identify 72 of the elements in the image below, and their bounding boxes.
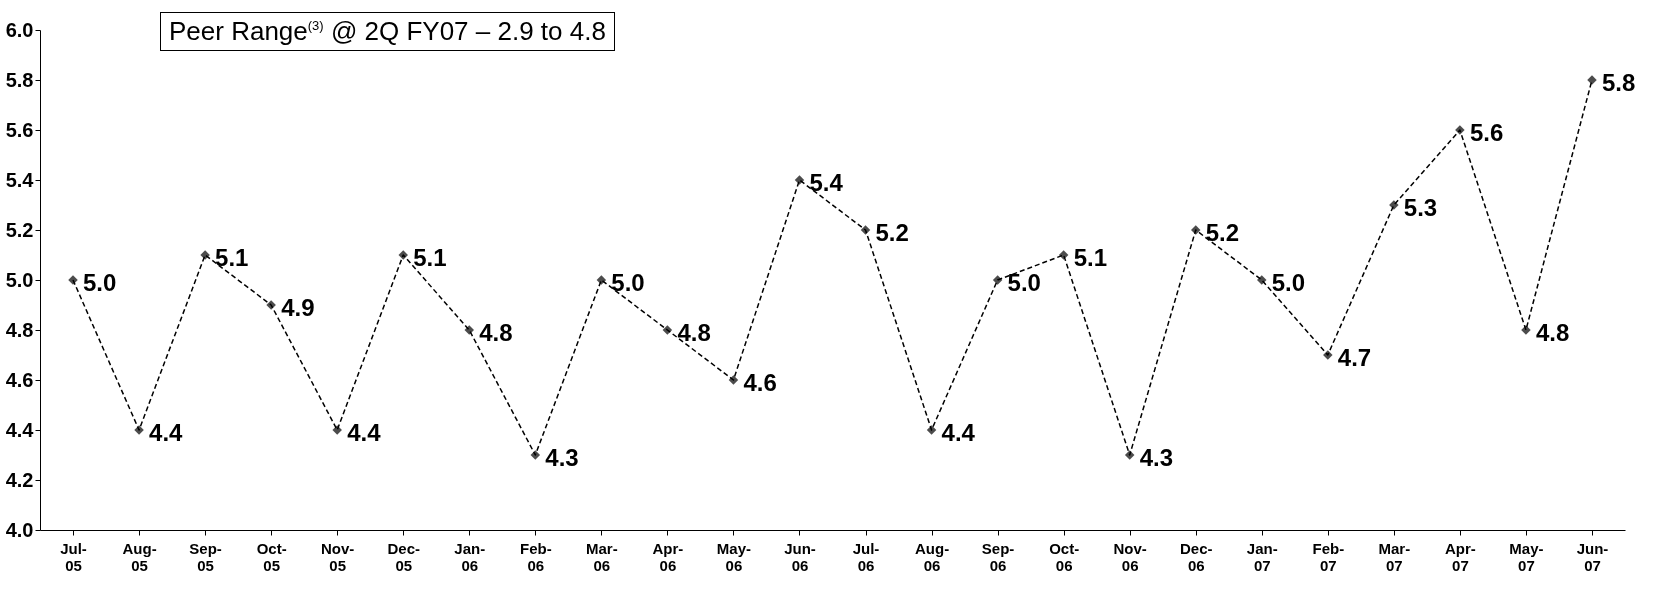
y-tick-label: 4.4 [5,418,35,441]
x-tick-label: May-07 [1509,539,1544,574]
data-label: 5.1 [1073,244,1108,271]
x-tick-label: Aug-06 [914,539,950,574]
x-tick-label: Apr-07 [1444,539,1476,574]
x-tick-label: Feb-07 [1312,539,1345,574]
point [728,375,739,385]
data-label: 4.6 [743,369,777,396]
y-tick-label: 5.6 [5,118,34,141]
y-tick-label: 6.0 [5,18,34,41]
x-tick-label: Oct-06 [1049,539,1080,574]
data-label: 4.7 [1337,344,1372,371]
y-tick-label: 4.6 [5,368,34,391]
data-label: 5.6 [1469,119,1504,146]
data-label: 4.8 [479,319,513,346]
x-tick-label: Jun-06 [784,539,816,574]
point [860,225,871,235]
x-tick-label: Mar-07 [1378,539,1411,574]
x-tick-label: Apr-06 [652,539,684,574]
point [926,425,937,435]
x-tick-label: Jun-07 [1576,539,1609,574]
data-label: 5.1 [413,244,447,271]
point [464,325,475,335]
x-tick-label: Dec-05 [387,539,420,574]
data-label: 5.3 [1403,194,1438,221]
y-tick-label: 5.2 [5,218,34,241]
x-tick-label: Sep-05 [189,539,222,574]
annotation: Peer Range$^{(3)}$ @ 2Q FY07 – 2.9 to 4.8 [160,12,615,51]
data-label: 4.4 [149,419,184,446]
x-tick-label: Aug-05 [122,539,157,574]
data-label: 4.4 [941,419,976,446]
y-tick-label: 4.8 [5,318,34,341]
data-label: 5.1 [215,244,249,271]
x-tick-label: Jan-06 [454,539,486,574]
point [662,325,673,335]
point [1058,250,1069,260]
y-tick-label: 5.4 [5,168,35,191]
x-tick-label: Jan-07 [1246,539,1278,574]
data-label: 5.0 [1271,269,1306,296]
x-tick-label: Jul-05 [60,539,87,574]
y-tick-label: 4.0 [5,518,34,541]
data-label: 4.9 [281,294,315,321]
data-label: 5.0 [611,269,645,296]
data-label: 4.8 [677,319,711,346]
point [992,275,1003,285]
x-tick-label: Nov-06 [1113,539,1147,574]
x-tick-label: Dec-06 [1179,539,1213,574]
data-label: 5.2 [875,219,909,246]
data-label: 4.3 [545,444,579,471]
x-tick-label: May-06 [716,539,752,574]
point [1124,450,1135,460]
y-tick-label: 5.8 [5,68,34,91]
point [530,450,541,460]
y-tick-label: 5.0 [5,268,34,291]
data-label: 5.0 [83,269,117,296]
data-label: 5.2 [1205,219,1240,246]
point [596,275,607,285]
data-label: 4.8 [1535,319,1570,346]
data-label: 5.0 [1007,269,1041,296]
x-tick-label: Mar-06 [586,539,618,574]
data-label: 5.8 [1601,69,1636,96]
x-tick-label: Feb-06 [519,539,552,574]
data-label: 5.4 [809,169,844,196]
x-tick-label: Jul-06 [852,539,880,574]
point [1190,225,1201,235]
data-label: 4.4 [347,419,382,446]
point [794,175,805,185]
y-tick-label: 4.2 [5,468,34,491]
x-tick-label: Nov-05 [321,539,355,574]
x-tick-label: Sep-06 [981,539,1015,574]
data-label: 4.3 [1139,444,1174,471]
x-tick-label: Oct-05 [256,539,287,574]
